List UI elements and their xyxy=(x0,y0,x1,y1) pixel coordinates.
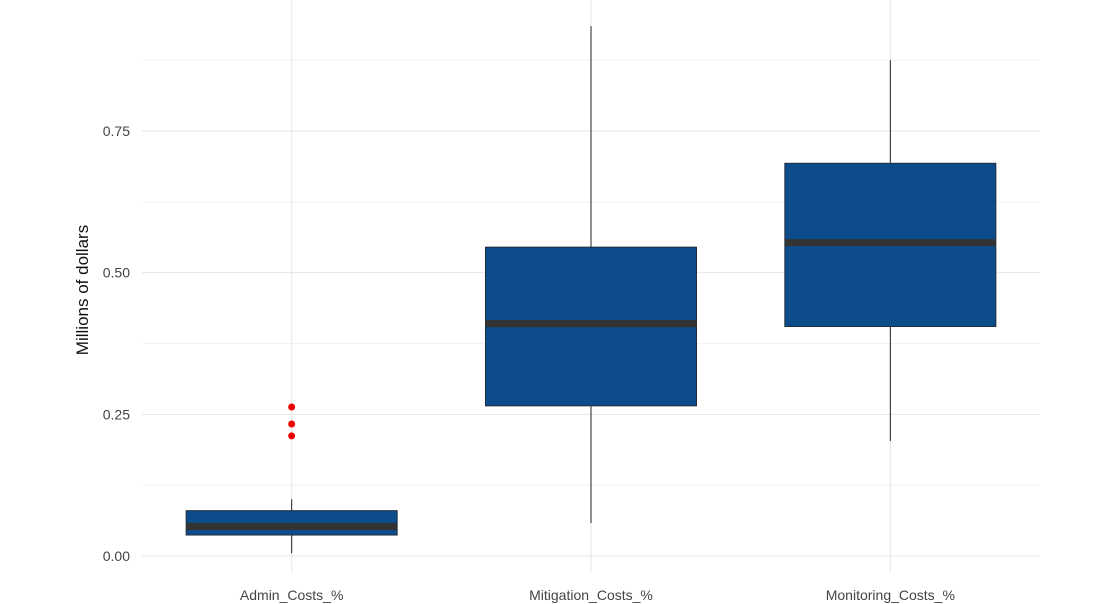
y-tick-label: 0.50 xyxy=(103,265,130,281)
x-tick-label: Admin_Costs_% xyxy=(240,587,344,603)
box-iqr xyxy=(185,510,398,536)
y-tick-label: 0.25 xyxy=(103,406,130,422)
y-axis-title: Millions of dollars xyxy=(73,225,92,355)
box-group xyxy=(185,403,398,554)
box-group xyxy=(485,26,697,524)
outlier-point xyxy=(288,432,296,440)
y-axis-ticks: 0.00 0.25 0.50 0.75 xyxy=(103,123,130,564)
x-axis-ticks: Admin_Costs_% Mitigation_Costs_% Monitorin… xyxy=(240,587,955,603)
box-group xyxy=(784,60,997,441)
y-tick-label: 0.00 xyxy=(103,548,130,564)
x-tick-label: Monitoring_Costs_% xyxy=(826,587,955,603)
x-tick-label: Mitigation_Costs_% xyxy=(529,587,653,603)
y-tick-label: 0.75 xyxy=(103,123,130,139)
outlier-point xyxy=(288,420,296,428)
box-plot-series xyxy=(185,26,997,554)
outlier-point xyxy=(288,403,296,411)
